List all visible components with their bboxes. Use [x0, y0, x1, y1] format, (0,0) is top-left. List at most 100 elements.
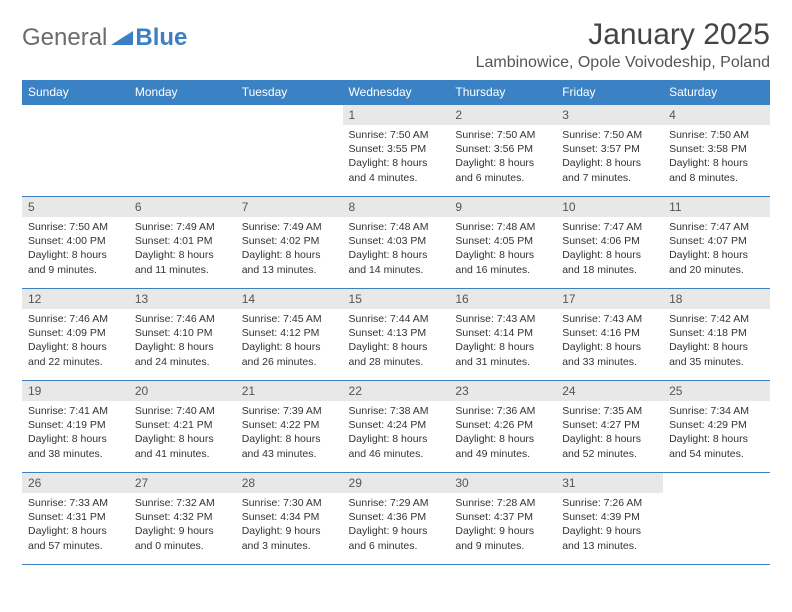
sunrise-text: Sunrise: 7:50 AM — [669, 128, 764, 142]
day-body: Sunrise: 7:50 AMSunset: 3:56 PMDaylight:… — [449, 125, 556, 191]
day-number: 25 — [663, 381, 770, 401]
day-body: Sunrise: 7:35 AMSunset: 4:27 PMDaylight:… — [556, 401, 663, 467]
day-body: Sunrise: 7:48 AMSunset: 4:05 PMDaylight:… — [449, 217, 556, 283]
sunrise-text: Sunrise: 7:47 AM — [562, 220, 657, 234]
daylight-text: Daylight: 9 hours and 13 minutes. — [562, 524, 657, 552]
day-number: 7 — [236, 197, 343, 217]
day-number: 24 — [556, 381, 663, 401]
day-number: 23 — [449, 381, 556, 401]
calendar-day-cell: 1Sunrise: 7:50 AMSunset: 3:55 PMDaylight… — [343, 105, 450, 197]
calendar-day-cell: 2Sunrise: 7:50 AMSunset: 3:56 PMDaylight… — [449, 105, 556, 197]
day-body: Sunrise: 7:47 AMSunset: 4:06 PMDaylight:… — [556, 217, 663, 283]
calendar-day-cell: 21Sunrise: 7:39 AMSunset: 4:22 PMDayligh… — [236, 381, 343, 473]
sunrise-text: Sunrise: 7:26 AM — [562, 496, 657, 510]
calendar-day-cell: 13Sunrise: 7:46 AMSunset: 4:10 PMDayligh… — [129, 289, 236, 381]
sunrise-text: Sunrise: 7:49 AM — [135, 220, 230, 234]
sunrise-text: Sunrise: 7:43 AM — [455, 312, 550, 326]
sunset-text: Sunset: 4:14 PM — [455, 326, 550, 340]
day-number: 26 — [22, 473, 129, 493]
sunrise-text: Sunrise: 7:50 AM — [455, 128, 550, 142]
logo-word1: General — [22, 24, 107, 52]
day-body: Sunrise: 7:40 AMSunset: 4:21 PMDaylight:… — [129, 401, 236, 467]
day-body: Sunrise: 7:29 AMSunset: 4:36 PMDaylight:… — [343, 493, 450, 559]
calendar-day-cell: 16 Sunrise: 7:43 AMSunset: 4:14 PMDayligh… — [449, 289, 556, 381]
daylight-text: Daylight: 8 hours and 31 minutes. — [455, 340, 550, 368]
weekday-header: Sunday — [22, 80, 129, 105]
day-number: 31 — [556, 473, 663, 493]
daylight-text: Daylight: 8 hours and 6 minutes. — [455, 156, 550, 184]
day-body: Sunrise: 7:46 AMSunset: 4:10 PMDaylight:… — [129, 309, 236, 375]
calendar-day-cell: 31Sunrise: 7:26 AMSunset: 4:39 PMDayligh… — [556, 473, 663, 565]
calendar-day-cell: 23Sunrise: 7:36 AMSunset: 4:26 PMDayligh… — [449, 381, 556, 473]
day-body: Sunrise: 7:36 AMSunset: 4:26 PMDaylight:… — [449, 401, 556, 467]
sunrise-text: Sunrise: 7:36 AM — [455, 404, 550, 418]
calendar-day-cell: 3Sunrise: 7:50 AMSunset: 3:57 PMDaylight… — [556, 105, 663, 197]
weekday-header: Thursday — [449, 80, 556, 105]
sunrise-text: Sunrise: 7:38 AM — [349, 404, 444, 418]
calendar-day-cell: 19Sunrise: 7:41 AMSunset: 4:19 PMDayligh… — [22, 381, 129, 473]
location-label: Lambinowice, Opole Voivodeship, Poland — [476, 54, 770, 72]
calendar-day-cell: 22 Sunrise: 7:38 AMSunset: 4:24 PMDayligh… — [343, 381, 450, 473]
logo-word2: Blue — [135, 24, 187, 52]
calendar-day-cell: 29Sunrise: 7:29 AMSunset: 4:36 PMDayligh… — [343, 473, 450, 565]
day-number: 14 — [236, 289, 343, 309]
sunset-text: Sunset: 4:02 PM — [242, 234, 337, 248]
sunrise-text: Sunrise: 7:39 AM — [242, 404, 337, 418]
day-number: 22 — [343, 381, 450, 401]
sunset-text: Sunset: 4:24 PM — [349, 418, 444, 432]
day-number: 13 — [129, 289, 236, 309]
day-body: Sunrise: 7:34 AMSunset: 4:29 PMDaylight:… — [663, 401, 770, 467]
daylight-text: Daylight: 8 hours and 49 minutes. — [455, 432, 550, 460]
calendar-week-row: 1Sunrise: 7:50 AMSunset: 3:55 PMDaylight… — [22, 105, 770, 197]
sunrise-text: Sunrise: 7:42 AM — [669, 312, 764, 326]
month-title: January 2025 — [476, 18, 770, 52]
calendar-day-cell: 12Sunrise: 7:46 AMSunset: 4:09 PMDayligh… — [22, 289, 129, 381]
daylight-text: Daylight: 8 hours and 28 minutes. — [349, 340, 444, 368]
weekday-header: Friday — [556, 80, 663, 105]
day-number: 9 — [449, 197, 556, 217]
calendar-day-cell: 5Sunrise: 7:50 AMSunset: 4:00 PMDaylight… — [22, 197, 129, 289]
daylight-text: Daylight: 9 hours and 9 minutes. — [455, 524, 550, 552]
sunset-text: Sunset: 4:16 PM — [562, 326, 657, 340]
calendar-day-cell: 27Sunrise: 7:32 AMSunset: 4:32 PMDayligh… — [129, 473, 236, 565]
day-body: Sunrise: 7:50 AMSunset: 3:55 PMDaylight:… — [343, 125, 450, 191]
day-number: 6 — [129, 197, 236, 217]
daylight-text: Daylight: 8 hours and 8 minutes. — [669, 156, 764, 184]
calendar-day-cell — [22, 105, 129, 197]
sunset-text: Sunset: 4:31 PM — [28, 510, 123, 524]
day-number: 16 — [449, 289, 556, 309]
day-body: Sunrise: 7:46 AMSunset: 4:09 PMDaylight:… — [22, 309, 129, 375]
logo-triangle-icon — [111, 24, 133, 52]
calendar-week-row: 12Sunrise: 7:46 AMSunset: 4:09 PMDayligh… — [22, 289, 770, 381]
sunrise-text: Sunrise: 7:30 AM — [242, 496, 337, 510]
daylight-text: Daylight: 8 hours and 16 minutes. — [455, 248, 550, 276]
sunrise-text: Sunrise: 7:44 AM — [349, 312, 444, 326]
calendar-day-cell — [236, 105, 343, 197]
sunrise-text: Sunrise: 7:43 AM — [562, 312, 657, 326]
sunrise-text: Sunrise: 7:35 AM — [562, 404, 657, 418]
weekday-header-row: SundayMondayTuesdayWednesdayThursdayFrid… — [22, 80, 770, 105]
day-body: Sunrise: 7:41 AMSunset: 4:19 PMDaylight:… — [22, 401, 129, 467]
calendar-table: SundayMondayTuesdayWednesdayThursdayFrid… — [22, 80, 770, 565]
daylight-text: Daylight: 8 hours and 14 minutes. — [349, 248, 444, 276]
calendar-day-cell: 28Sunrise: 7:30 AMSunset: 4:34 PMDayligh… — [236, 473, 343, 565]
day-body: Sunrise: 7:33 AMSunset: 4:31 PMDaylight:… — [22, 493, 129, 559]
day-body: Sunrise: 7:43 AMSunset: 4:16 PMDaylight:… — [556, 309, 663, 375]
day-number: 11 — [663, 197, 770, 217]
calendar-day-cell: 8Sunrise: 7:48 AMSunset: 4:03 PMDaylight… — [343, 197, 450, 289]
day-number: 18 — [663, 289, 770, 309]
day-body: Sunrise: 7:49 AMSunset: 4:01 PMDaylight:… — [129, 217, 236, 283]
sunset-text: Sunset: 4:36 PM — [349, 510, 444, 524]
calendar-week-row: 26Sunrise: 7:33 AMSunset: 4:31 PMDayligh… — [22, 473, 770, 565]
calendar-day-cell: 26Sunrise: 7:33 AMSunset: 4:31 PMDayligh… — [22, 473, 129, 565]
day-number: 28 — [236, 473, 343, 493]
daylight-text: Daylight: 8 hours and 57 minutes. — [28, 524, 123, 552]
daylight-text: Daylight: 9 hours and 6 minutes. — [349, 524, 444, 552]
daylight-text: Daylight: 8 hours and 24 minutes. — [135, 340, 230, 368]
daylight-text: Daylight: 8 hours and 46 minutes. — [349, 432, 444, 460]
weekday-header: Tuesday — [236, 80, 343, 105]
daylight-text: Daylight: 8 hours and 20 minutes. — [669, 248, 764, 276]
calendar-day-cell: 10Sunrise: 7:47 AMSunset: 4:06 PMDayligh… — [556, 197, 663, 289]
weekday-header: Saturday — [663, 80, 770, 105]
daylight-text: Daylight: 8 hours and 33 minutes. — [562, 340, 657, 368]
